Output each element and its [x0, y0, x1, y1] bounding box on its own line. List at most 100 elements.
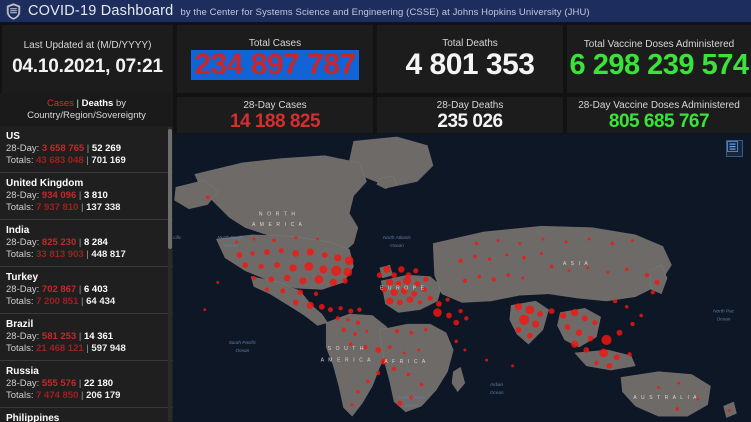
stat-total-deaths-label: Total Deaths	[442, 38, 498, 49]
stat-total-deaths-value: 4 801 353	[405, 48, 535, 81]
country-28day-cases: 555 576	[41, 378, 77, 389]
country-28day-row: 28-Day: 702 867 | 6 403	[6, 284, 167, 296]
country-total-deaths: 137 338	[86, 202, 121, 213]
svg-text:cific: cific	[173, 235, 182, 240]
country-name: Russia	[6, 366, 39, 377]
legend-list-icon[interactable]	[726, 140, 743, 157]
svg-text:A S I A: A S I A	[563, 261, 589, 267]
country-28day-cases: 581 253	[41, 331, 77, 342]
map-landmasses	[174, 136, 737, 418]
country-28day-cases: 3 658 765	[41, 143, 85, 154]
country-total-cases: 43 683 048	[36, 155, 84, 166]
world-map[interactable]: N O R T H A M E R I C A S O U T H A M E …	[173, 134, 751, 422]
country-sidebar: Cases | Deaths by Country/Region/Soverei…	[0, 93, 173, 422]
svg-text:Indian: Indian	[490, 382, 503, 387]
sidebar-header-cases[interactable]: Cases	[46, 98, 74, 109]
country-row[interactable]: India 28-Day: 825 230 | 8 284 Totals: 33 8…	[0, 220, 173, 267]
country-total-cases: 33 813 903	[36, 249, 84, 260]
stat-28day-cases[interactable]: 28-Day Cases 14 188 825	[177, 97, 373, 133]
svg-text:Ocean: Ocean	[405, 403, 419, 408]
row-separator: |	[83, 155, 92, 166]
stat-total-cases-value: 234 897 787	[191, 50, 359, 80]
row-separator: |	[76, 237, 84, 248]
svg-text:Ocean: Ocean	[717, 316, 731, 321]
map-case-dots	[203, 195, 731, 412]
svg-text:North Pac: North Pac	[713, 309, 734, 314]
country-row[interactable]: Turkey 28-Day: 702 867 | 6 403 Totals: 7 2…	[0, 267, 173, 314]
sidebar-header-deaths[interactable]: Deaths	[81, 98, 114, 109]
country-totals-row: Totals: 7 474 850 | 206 179	[6, 390, 167, 402]
sidebar-scrollbar-track[interactable]	[168, 127, 172, 421]
country-row[interactable]: United Kingdom 28-Day: 934 096 | 3 810 Tot…	[0, 173, 173, 220]
stats-band: Last Updated at (M/D/YYYY) 04.10.2021, 0…	[0, 23, 751, 135]
country-name: India	[6, 225, 30, 236]
sidebar-scrollbar-thumb[interactable]	[168, 129, 172, 249]
stat-total-vaccine-label: Total Vaccine Doses Administered	[583, 38, 735, 50]
country-28day-deaths: 14 361	[84, 331, 114, 342]
country-name: Turkey	[6, 272, 39, 283]
country-name: Brazil	[6, 319, 34, 330]
svg-text:South Atlantic: South Atlantic	[397, 395, 426, 400]
country-row[interactable]: Russia 28-Day: 555 576 | 22 180 Totals: 7 …	[0, 361, 173, 408]
stat-total-vaccine-value: 6 298 239 574	[569, 48, 749, 81]
country-totals-row: Totals: 7 937 810 | 137 338	[6, 202, 167, 214]
stat-28day-deaths[interactable]: 28-Day Deaths 235 026	[377, 97, 563, 133]
country-28day-row: 28-Day: 934 096 | 3 810	[6, 190, 167, 202]
row-label-totals: Totals:	[6, 390, 37, 401]
country-28day-deaths: 8 284	[84, 237, 108, 248]
country-total-deaths: 597 948	[91, 343, 126, 354]
row-label-totals: Totals:	[6, 202, 37, 213]
stat-28day-vaccine-label: 28-Day Vaccine Doses Administered	[578, 99, 740, 111]
country-row[interactable]: Philippines28-Day: 519 089 | 4 594Totals…	[0, 408, 173, 422]
country-28day-deaths: 6 403	[84, 284, 108, 295]
sidebar-header-line1: Cases | Deaths by	[0, 97, 173, 110]
row-separator: |	[76, 378, 84, 389]
stat-total-vaccine[interactable]: Total Vaccine Doses Administered 6 298 2…	[567, 25, 751, 93]
row-label-28: 28-Day:	[6, 284, 42, 295]
stat-28day-vaccine[interactable]: 28-Day Vaccine Doses Administered 805 68…	[567, 97, 751, 133]
dashboard-title: COVID-19 Dashboard	[28, 3, 174, 19]
country-row[interactable]: Brazil 28-Day: 581 253 | 14 361 Totals: 21…	[0, 314, 173, 361]
row-label-28: 28-Day:	[6, 331, 42, 342]
svg-text:Ocean: Ocean	[490, 390, 504, 395]
map-ocean-labels: North Pacific Ocean South Pacific Ocean …	[173, 235, 734, 408]
row-label-28: 28-Day:	[6, 378, 42, 389]
svg-text:Ocean: Ocean	[235, 348, 249, 353]
row-label-28: 28-Day:	[6, 190, 42, 201]
country-28day-deaths: 22 180	[84, 378, 114, 389]
country-list[interactable]: US 28-Day: 3 658 765 | 52 269 Totals: 43 6…	[0, 126, 173, 422]
country-row[interactable]: US 28-Day: 3 658 765 | 52 269 Totals: 43 6…	[0, 126, 173, 173]
svg-text:Ocean: Ocean	[224, 243, 238, 248]
country-28day-cases: 702 867	[41, 284, 77, 295]
svg-text:A F R I C A: A F R I C A	[384, 359, 426, 365]
svg-text:A U S T R A L I A: A U S T R A L I A	[633, 395, 698, 401]
map-continent-labels: N O R T H A M E R I C A S O U T H A M E …	[252, 211, 698, 401]
last-updated-value: 04.10.2021, 07:21	[12, 56, 163, 77]
row-separator: |	[83, 343, 92, 354]
country-totals-row: Totals: 21 468 121 | 597 948	[6, 343, 167, 355]
last-updated-panel: Last Updated at (M/D/YYYY) 04.10.2021, 0…	[2, 25, 173, 93]
row-separator: |	[76, 331, 84, 342]
svg-text:A M E R I C A: A M E R I C A	[252, 222, 303, 228]
row-separator: |	[84, 143, 92, 154]
stat-28day-cases-value: 14 188 825	[229, 110, 321, 132]
row-separator: |	[76, 284, 84, 295]
country-28day-row: 28-Day: 3 658 765 | 52 269	[6, 143, 167, 155]
dashboard-subtitle: by the Center for Systems Science and En…	[180, 6, 590, 18]
jhu-shield-icon	[6, 2, 21, 20]
svg-text:North Atlantic: North Atlantic	[383, 235, 412, 240]
stat-total-deaths[interactable]: Total Deaths 4 801 353	[377, 25, 563, 93]
row-label-totals: Totals:	[6, 249, 37, 260]
stat-total-cases[interactable]: Total Cases 234 897 787	[177, 25, 373, 93]
map-canvas[interactable]: N O R T H A M E R I C A S O U T H A M E …	[173, 134, 751, 422]
row-separator: |	[83, 249, 92, 260]
country-name: United Kingdom	[6, 178, 84, 189]
sidebar-header: Cases | Deaths by Country/Region/Soverei…	[0, 93, 173, 127]
svg-text:South Pacific: South Pacific	[229, 340, 257, 345]
stat-28day-vaccine-value: 805 685 767	[608, 110, 710, 132]
row-label-28: 28-Day:	[6, 237, 42, 248]
row-separator: |	[78, 296, 87, 307]
country-28day-row: 28-Day: 581 253 | 14 361	[6, 331, 167, 343]
sidebar-header-line2: Country/Region/Sovereignty	[27, 110, 146, 121]
